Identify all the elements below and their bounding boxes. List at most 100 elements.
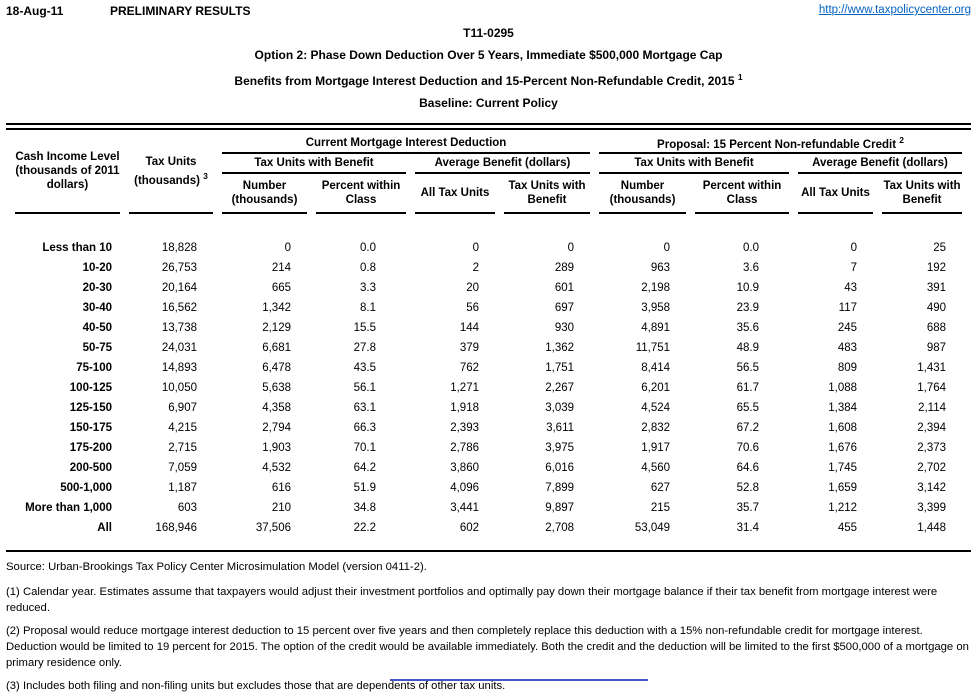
value-cell: 2,702	[917, 462, 947, 474]
value-cell: 3.3	[360, 282, 376, 294]
table-row: 20-30 20,164 665 3.3 20 601 2,198 10.9 4…	[15, 278, 962, 298]
value-cell: 987	[926, 342, 947, 354]
footnote-1: (1) Calendar year. Estimates assume that…	[6, 586, 938, 614]
value-cell: 8,414	[641, 362, 671, 374]
footnote-ref-3: 3	[203, 170, 208, 181]
value-cell: 1,764	[917, 382, 947, 394]
table-row: 10-20 26,753 214 0.8 2 289 963 3.6 7 192	[15, 258, 962, 278]
income-level-cell: All	[97, 522, 112, 534]
table-row: 100-125 10,050 5,638 56.1 1,271 2,267 6,…	[15, 378, 962, 398]
value-cell: 602	[459, 522, 479, 534]
value-cell: 2,267	[545, 382, 575, 394]
value-cell: 3,399	[917, 502, 947, 514]
value-cell: 1,271	[450, 382, 479, 394]
income-level-cell: 75-100	[76, 362, 112, 374]
value-cell: 6,201	[641, 382, 671, 394]
value-cell: 43.5	[353, 362, 376, 374]
value-cell: 1,362	[545, 342, 575, 354]
value-cell: 391	[926, 282, 947, 294]
table-body: Less than 10 18,828 0 0.0 0 0 0 0.0 0 25…	[15, 214, 962, 550]
value-cell: 10,050	[161, 382, 197, 394]
value-cell: 6,681	[262, 342, 291, 354]
income-level-cell: 10-20	[82, 262, 112, 274]
value-cell: 31.4	[736, 522, 760, 534]
col-header-current-all-units: All Tax Units	[415, 174, 495, 214]
col-header-tax-units: Tax Units (thousands) 3	[129, 130, 213, 214]
value-cell: 2	[472, 262, 479, 274]
value-cell: 24,031	[161, 342, 197, 354]
value-cell: 20,164	[161, 282, 197, 294]
table-row: 175-200 2,715 1,903 70.1 2,786 3,975 1,9…	[15, 438, 962, 458]
value-cell: 1,187	[168, 482, 197, 494]
value-cell: 2,794	[262, 422, 291, 434]
value-cell: 8.1	[360, 302, 376, 314]
value-cell: 1,384	[828, 402, 858, 414]
value-cell: 2,114	[918, 402, 947, 414]
title-option: Option 2: Phase Down Deduction Over 5 Ye…	[254, 48, 723, 62]
value-cell: 1,745	[828, 462, 858, 474]
value-cell: 930	[554, 322, 575, 334]
table-row: 50-75 24,031 6,681 27.8 379 1,362 11,751…	[15, 338, 962, 358]
value-cell: 3,039	[545, 402, 575, 414]
results-table: Cash Income Level (thousands of 2011 dol…	[6, 123, 972, 552]
income-level-cell: 200-500	[69, 462, 112, 474]
value-cell: 1,088	[828, 382, 858, 394]
value-cell: 7	[850, 262, 858, 274]
value-cell: 289	[554, 262, 575, 274]
value-cell: 0.8	[360, 262, 376, 274]
value-cell: 56.1	[353, 382, 376, 394]
value-cell: 51.9	[353, 482, 376, 494]
value-cell: 34.8	[353, 502, 376, 514]
value-cell: 2,373	[917, 442, 947, 454]
footnotes: Source: Urban-Brookings Tax Policy Cente…	[6, 559, 972, 694]
value-cell: 11,751	[635, 342, 671, 354]
value-cell: 1,676	[828, 442, 858, 454]
value-cell: 63.1	[353, 402, 376, 414]
income-level-cell: 20-30	[82, 282, 112, 294]
value-cell: 455	[837, 522, 858, 534]
table-row: 200-500 7,059 4,532 64.2 3,860 6,016 4,5…	[15, 458, 962, 478]
value-cell: 2,832	[641, 422, 671, 434]
preliminary-results-label: PRELIMINARY RESULTS	[110, 4, 251, 18]
value-cell: 61.7	[736, 382, 760, 394]
income-level-cell: 50-75	[82, 342, 112, 354]
group-header-current-deduction: Current Mortgage Interest Deduction	[222, 130, 591, 154]
value-cell: 0.0	[743, 242, 760, 254]
subheader-proposal-units-benefit: Tax Units with Benefit	[599, 154, 790, 174]
value-cell: 66.3	[353, 422, 376, 434]
value-cell: 665	[271, 282, 291, 294]
value-cell: 15.5	[353, 322, 376, 334]
value-cell: 7,899	[545, 482, 575, 494]
table-row: 500-1,000 1,187 616 51.9 4,096 7,899 627…	[15, 478, 962, 498]
value-cell: 64.6	[736, 462, 760, 474]
value-cell: 70.6	[736, 442, 760, 454]
value-cell: 18,828	[161, 242, 197, 254]
col-header-current-number: Number (thousands)	[222, 174, 307, 214]
value-cell: 0	[567, 242, 575, 254]
value-cell: 4,532	[262, 462, 291, 474]
value-cell: 1,917	[641, 442, 671, 454]
table-id: T11-0295	[463, 26, 514, 40]
col-header-current-percent: Percent within Class	[316, 174, 406, 214]
value-cell: 9,897	[545, 502, 575, 514]
income-level-cell: 30-40	[82, 302, 112, 314]
value-cell: 5,638	[262, 382, 291, 394]
value-cell: 1,212	[828, 502, 858, 514]
income-level-cell: 500-1,000	[60, 482, 112, 494]
value-cell: 26,753	[161, 262, 197, 274]
value-cell: 762	[459, 362, 479, 374]
value-cell: 1,342	[262, 302, 291, 314]
value-cell: 0	[850, 242, 858, 254]
col-header-current-units-benefit: Tax Units with Benefit	[504, 174, 591, 214]
value-cell: 56.5	[736, 362, 760, 374]
cutoff-link-fragment	[390, 679, 648, 681]
value-cell: 43	[844, 282, 858, 294]
value-cell: 809	[837, 362, 858, 374]
value-cell: 2,715	[168, 442, 197, 454]
value-cell: 13,738	[161, 322, 197, 334]
col-header-proposal-percent: Percent within Class	[695, 174, 790, 214]
taxpolicycenter-link[interactable]: http://www.taxpolicycenter.org	[818, 4, 971, 16]
table-row: More than 1,000 603 210 34.8 3,441 9,897…	[15, 498, 962, 518]
table-row: 75-100 14,893 6,478 43.5 762 1,751 8,414…	[15, 358, 962, 378]
value-cell: 3.6	[743, 262, 760, 274]
